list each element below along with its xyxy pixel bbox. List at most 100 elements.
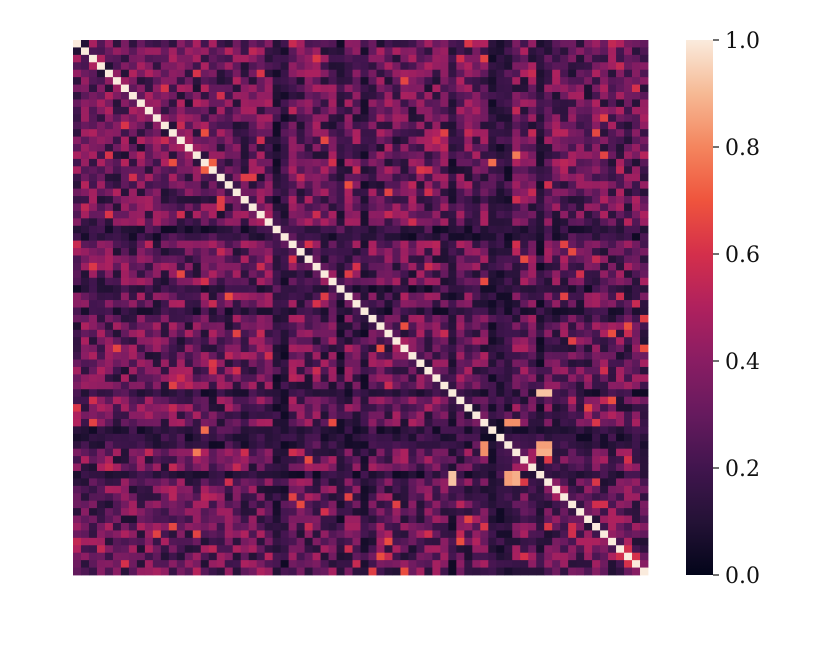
heatmap-cell xyxy=(440,500,449,509)
heatmap-cell xyxy=(304,121,313,130)
heatmap-cell xyxy=(160,433,170,442)
heatmap-cell xyxy=(376,522,385,531)
heatmap-cell xyxy=(264,329,274,338)
heatmap-cell xyxy=(80,248,90,256)
heatmap-cell xyxy=(208,181,218,190)
heatmap-cell xyxy=(608,433,617,442)
heatmap-cell xyxy=(216,515,226,524)
heatmap-cell xyxy=(624,493,633,502)
heatmap-cell xyxy=(160,144,170,152)
heatmap-cell xyxy=(104,151,114,160)
heatmap-cell xyxy=(80,92,90,100)
heatmap-cell xyxy=(504,277,513,286)
heatmap-cell xyxy=(392,225,401,234)
heatmap-cell xyxy=(456,203,465,212)
heatmap-cell xyxy=(352,381,361,390)
heatmap-cell xyxy=(73,158,82,167)
heatmap-cell xyxy=(264,40,274,48)
heatmap-cell xyxy=(536,47,545,56)
heatmap-cell xyxy=(416,84,425,93)
heatmap-cell xyxy=(344,262,353,271)
heatmap-cell xyxy=(240,522,250,531)
heatmap-cell xyxy=(352,329,361,338)
heatmap-cell xyxy=(344,337,353,346)
heatmap-cell xyxy=(616,322,625,331)
heatmap-cell xyxy=(168,396,178,405)
heatmap-cell xyxy=(80,300,90,308)
heatmap-cell xyxy=(416,366,425,375)
heatmap-cell xyxy=(264,337,274,346)
heatmap-cell xyxy=(592,337,601,346)
heatmap-cell xyxy=(288,77,298,85)
heatmap-cell xyxy=(120,136,130,145)
heatmap-cell xyxy=(192,196,202,204)
heatmap-cell xyxy=(504,285,513,294)
heatmap-cell xyxy=(344,307,353,316)
heatmap-cell xyxy=(536,248,545,256)
heatmap-cell xyxy=(520,114,529,123)
heatmap-cell xyxy=(432,151,441,160)
heatmap-cell xyxy=(528,522,537,531)
heatmap-cell xyxy=(624,277,633,286)
heatmap-cell xyxy=(288,322,298,331)
heatmap-cell xyxy=(432,188,441,197)
heatmap-cell xyxy=(488,418,497,427)
heatmap-cell xyxy=(600,62,609,71)
heatmap-cell xyxy=(512,77,521,85)
heatmap-cell xyxy=(240,285,250,294)
heatmap-cell xyxy=(280,255,290,264)
heatmap-cell xyxy=(272,329,282,338)
heatmap-cell xyxy=(488,366,497,375)
heatmap-cell xyxy=(552,359,561,368)
heatmap-cell xyxy=(432,144,441,152)
heatmap-cell xyxy=(264,344,274,353)
heatmap-cell xyxy=(608,69,617,78)
heatmap-cell xyxy=(272,537,282,546)
heatmap-cell xyxy=(104,69,114,78)
heatmap-cell xyxy=(160,426,170,435)
heatmap-cell xyxy=(472,292,481,301)
heatmap-cell xyxy=(144,77,154,85)
heatmap-cell xyxy=(104,144,114,152)
heatmap-cell xyxy=(344,158,353,167)
heatmap-cell xyxy=(328,144,337,152)
heatmap-cell xyxy=(616,463,625,472)
heatmap-cell xyxy=(528,218,537,227)
heatmap-cell xyxy=(376,508,385,516)
heatmap-cell xyxy=(344,40,353,48)
heatmap-cell xyxy=(408,181,417,190)
heatmap-cell xyxy=(528,277,537,286)
heatmap-cell xyxy=(144,69,154,78)
heatmap-cell xyxy=(152,508,162,516)
heatmap-cell xyxy=(328,374,337,383)
heatmap-cell xyxy=(328,522,337,531)
heatmap-cell xyxy=(624,433,633,442)
heatmap-cell xyxy=(224,69,234,78)
heatmap-cell xyxy=(88,196,98,204)
heatmap-cell xyxy=(512,396,521,405)
heatmap-cell xyxy=(504,456,513,464)
heatmap-cell xyxy=(232,411,242,420)
heatmap-cell xyxy=(496,470,505,479)
heatmap-cell xyxy=(488,441,497,450)
heatmap-cell xyxy=(496,144,505,152)
heatmap-cell xyxy=(480,114,489,123)
heatmap-cell xyxy=(592,158,601,167)
heatmap-cell xyxy=(160,285,170,294)
heatmap-cell xyxy=(520,374,529,383)
heatmap-cell xyxy=(408,136,417,145)
heatmap-cell xyxy=(416,62,425,71)
heatmap-cell xyxy=(360,129,369,137)
heatmap-cell xyxy=(480,426,489,435)
heatmap-cell xyxy=(304,337,313,346)
heatmap-cell xyxy=(600,173,609,182)
heatmap-cell xyxy=(448,352,457,360)
heatmap-cell xyxy=(608,277,617,286)
heatmap-cell xyxy=(248,545,258,554)
heatmap-cell xyxy=(400,292,409,301)
heatmap-cell xyxy=(472,344,481,353)
heatmap-cell xyxy=(448,530,457,539)
heatmap-cell xyxy=(192,411,202,420)
heatmap-cell xyxy=(624,545,633,554)
heatmap-cell xyxy=(520,62,529,71)
